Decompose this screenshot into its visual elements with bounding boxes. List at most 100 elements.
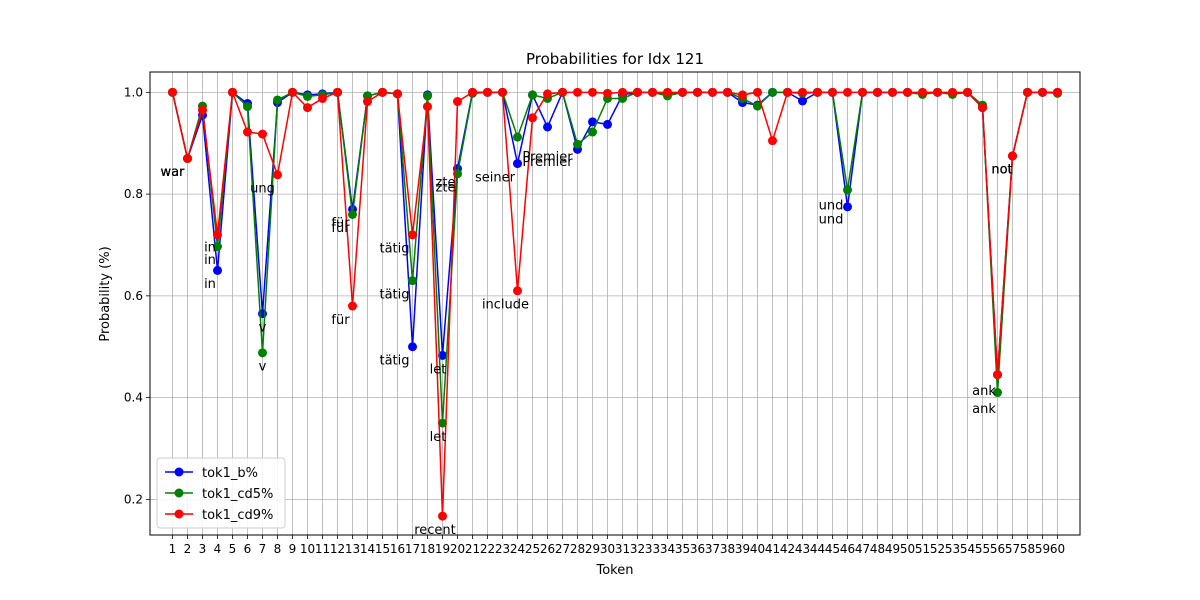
data-point	[618, 87, 627, 97]
x-tick-label: 33	[645, 542, 660, 556]
data-point	[633, 87, 642, 97]
x-tick-label: 4	[214, 542, 222, 556]
data-point	[378, 87, 387, 97]
data-point	[963, 87, 972, 97]
x-tick-label: 42	[780, 542, 795, 556]
legend-box	[156, 457, 286, 529]
data-point	[303, 103, 312, 113]
data-point	[438, 511, 447, 521]
data-point	[678, 87, 687, 97]
annotation-label: let	[430, 363, 447, 378]
data-point	[813, 87, 822, 97]
x-tick-label: 17	[405, 542, 420, 556]
annotation-label: ank	[972, 384, 996, 399]
data-point	[588, 117, 597, 127]
legend-marker	[174, 509, 184, 519]
x-tick-label: 13	[345, 542, 360, 556]
annotation-label: tätig	[379, 287, 409, 302]
x-tick-label: 29	[585, 542, 600, 556]
x-tick-label: 19	[435, 542, 450, 556]
data-point	[423, 91, 432, 101]
x-tick-label: 12	[330, 542, 345, 556]
annotation-label: zte	[436, 175, 456, 190]
data-point	[513, 159, 522, 169]
annotation-label: v	[259, 360, 267, 375]
x-tick-label: 3	[199, 542, 207, 556]
annotation-label: in	[204, 277, 216, 292]
data-point	[393, 89, 402, 99]
data-point	[753, 87, 762, 97]
x-axis-label: Token	[596, 563, 634, 578]
y-tick-label: 1.0	[124, 85, 143, 99]
annotation-label: include	[482, 298, 529, 313]
data-point	[483, 87, 492, 97]
x-tick-label: 45	[825, 542, 840, 556]
annotation-label: Premier	[522, 155, 573, 170]
x-tick-label: 51	[915, 542, 930, 556]
x-tick-label: 15	[375, 542, 390, 556]
x-tick-label: 16	[390, 542, 405, 556]
data-point	[693, 87, 702, 97]
legend-marker	[174, 467, 184, 477]
x-tick-label: 26	[540, 542, 555, 556]
x-tick-label: 37	[705, 542, 720, 556]
x-tick-label: 9	[289, 542, 297, 556]
annotations-layer: warwarwarinininungvvfürfürfürtätigtätigt…	[161, 150, 1013, 538]
x-tick-label: 58	[1020, 542, 1035, 556]
data-point	[558, 87, 567, 97]
annotation-label: war	[161, 165, 186, 180]
annotation-label: in	[204, 241, 216, 256]
annotation-label: ank	[972, 402, 996, 417]
plot-border	[149, 71, 1081, 536]
x-tick-label: 27	[555, 542, 570, 556]
data-point	[438, 418, 447, 428]
data-point	[288, 87, 297, 97]
plot-frame	[149, 71, 1081, 536]
data-point	[333, 87, 342, 97]
annotation-label: in	[204, 253, 216, 268]
x-tick-label: 7	[259, 542, 267, 556]
y-tick-label: 0.6	[124, 289, 143, 303]
data-point	[603, 88, 612, 98]
legend: tok1_b% tok1_cd5% tok1_cd9%	[156, 457, 286, 529]
annotation-label: war	[161, 165, 186, 180]
y-axis-label: Probability (%)	[98, 246, 113, 341]
x-tick-label: 32	[630, 542, 645, 556]
data-point	[783, 87, 792, 97]
data-point	[843, 202, 852, 212]
data-point	[408, 342, 417, 352]
x-tick-label: 56	[990, 542, 1005, 556]
data-point	[993, 388, 1002, 398]
x-tick-label: 6	[244, 542, 252, 556]
data-point	[273, 170, 282, 180]
data-point	[723, 87, 732, 97]
data-point	[573, 139, 582, 149]
data-point	[528, 90, 537, 100]
data-point	[468, 87, 477, 97]
x-tick-label: 53	[945, 542, 960, 556]
x-tick-label: 40	[750, 542, 765, 556]
x-tick-label: 41	[765, 542, 780, 556]
data-point	[243, 127, 252, 137]
y-axis: 0.2 0.4 0.6 0.8 1.0	[124, 85, 150, 506]
data-point	[408, 276, 417, 286]
series-layer	[168, 87, 1062, 521]
data-point	[348, 209, 357, 219]
x-tick-label: 48	[870, 542, 885, 556]
data-point	[318, 93, 327, 103]
data-point	[798, 87, 807, 97]
annotation-label: not	[991, 163, 1012, 178]
x-tick-label: 22	[480, 542, 495, 556]
data-point	[708, 87, 717, 97]
x-tick-label: 28	[570, 542, 585, 556]
data-point	[798, 96, 807, 106]
legend-entry: tok1_b%	[202, 466, 258, 481]
data-point	[768, 136, 777, 146]
data-point	[648, 87, 657, 97]
legend-marker	[174, 488, 184, 498]
data-point	[528, 113, 537, 123]
annotation-label: Premier	[522, 150, 573, 165]
data-point	[603, 119, 612, 129]
data-point	[738, 90, 747, 100]
